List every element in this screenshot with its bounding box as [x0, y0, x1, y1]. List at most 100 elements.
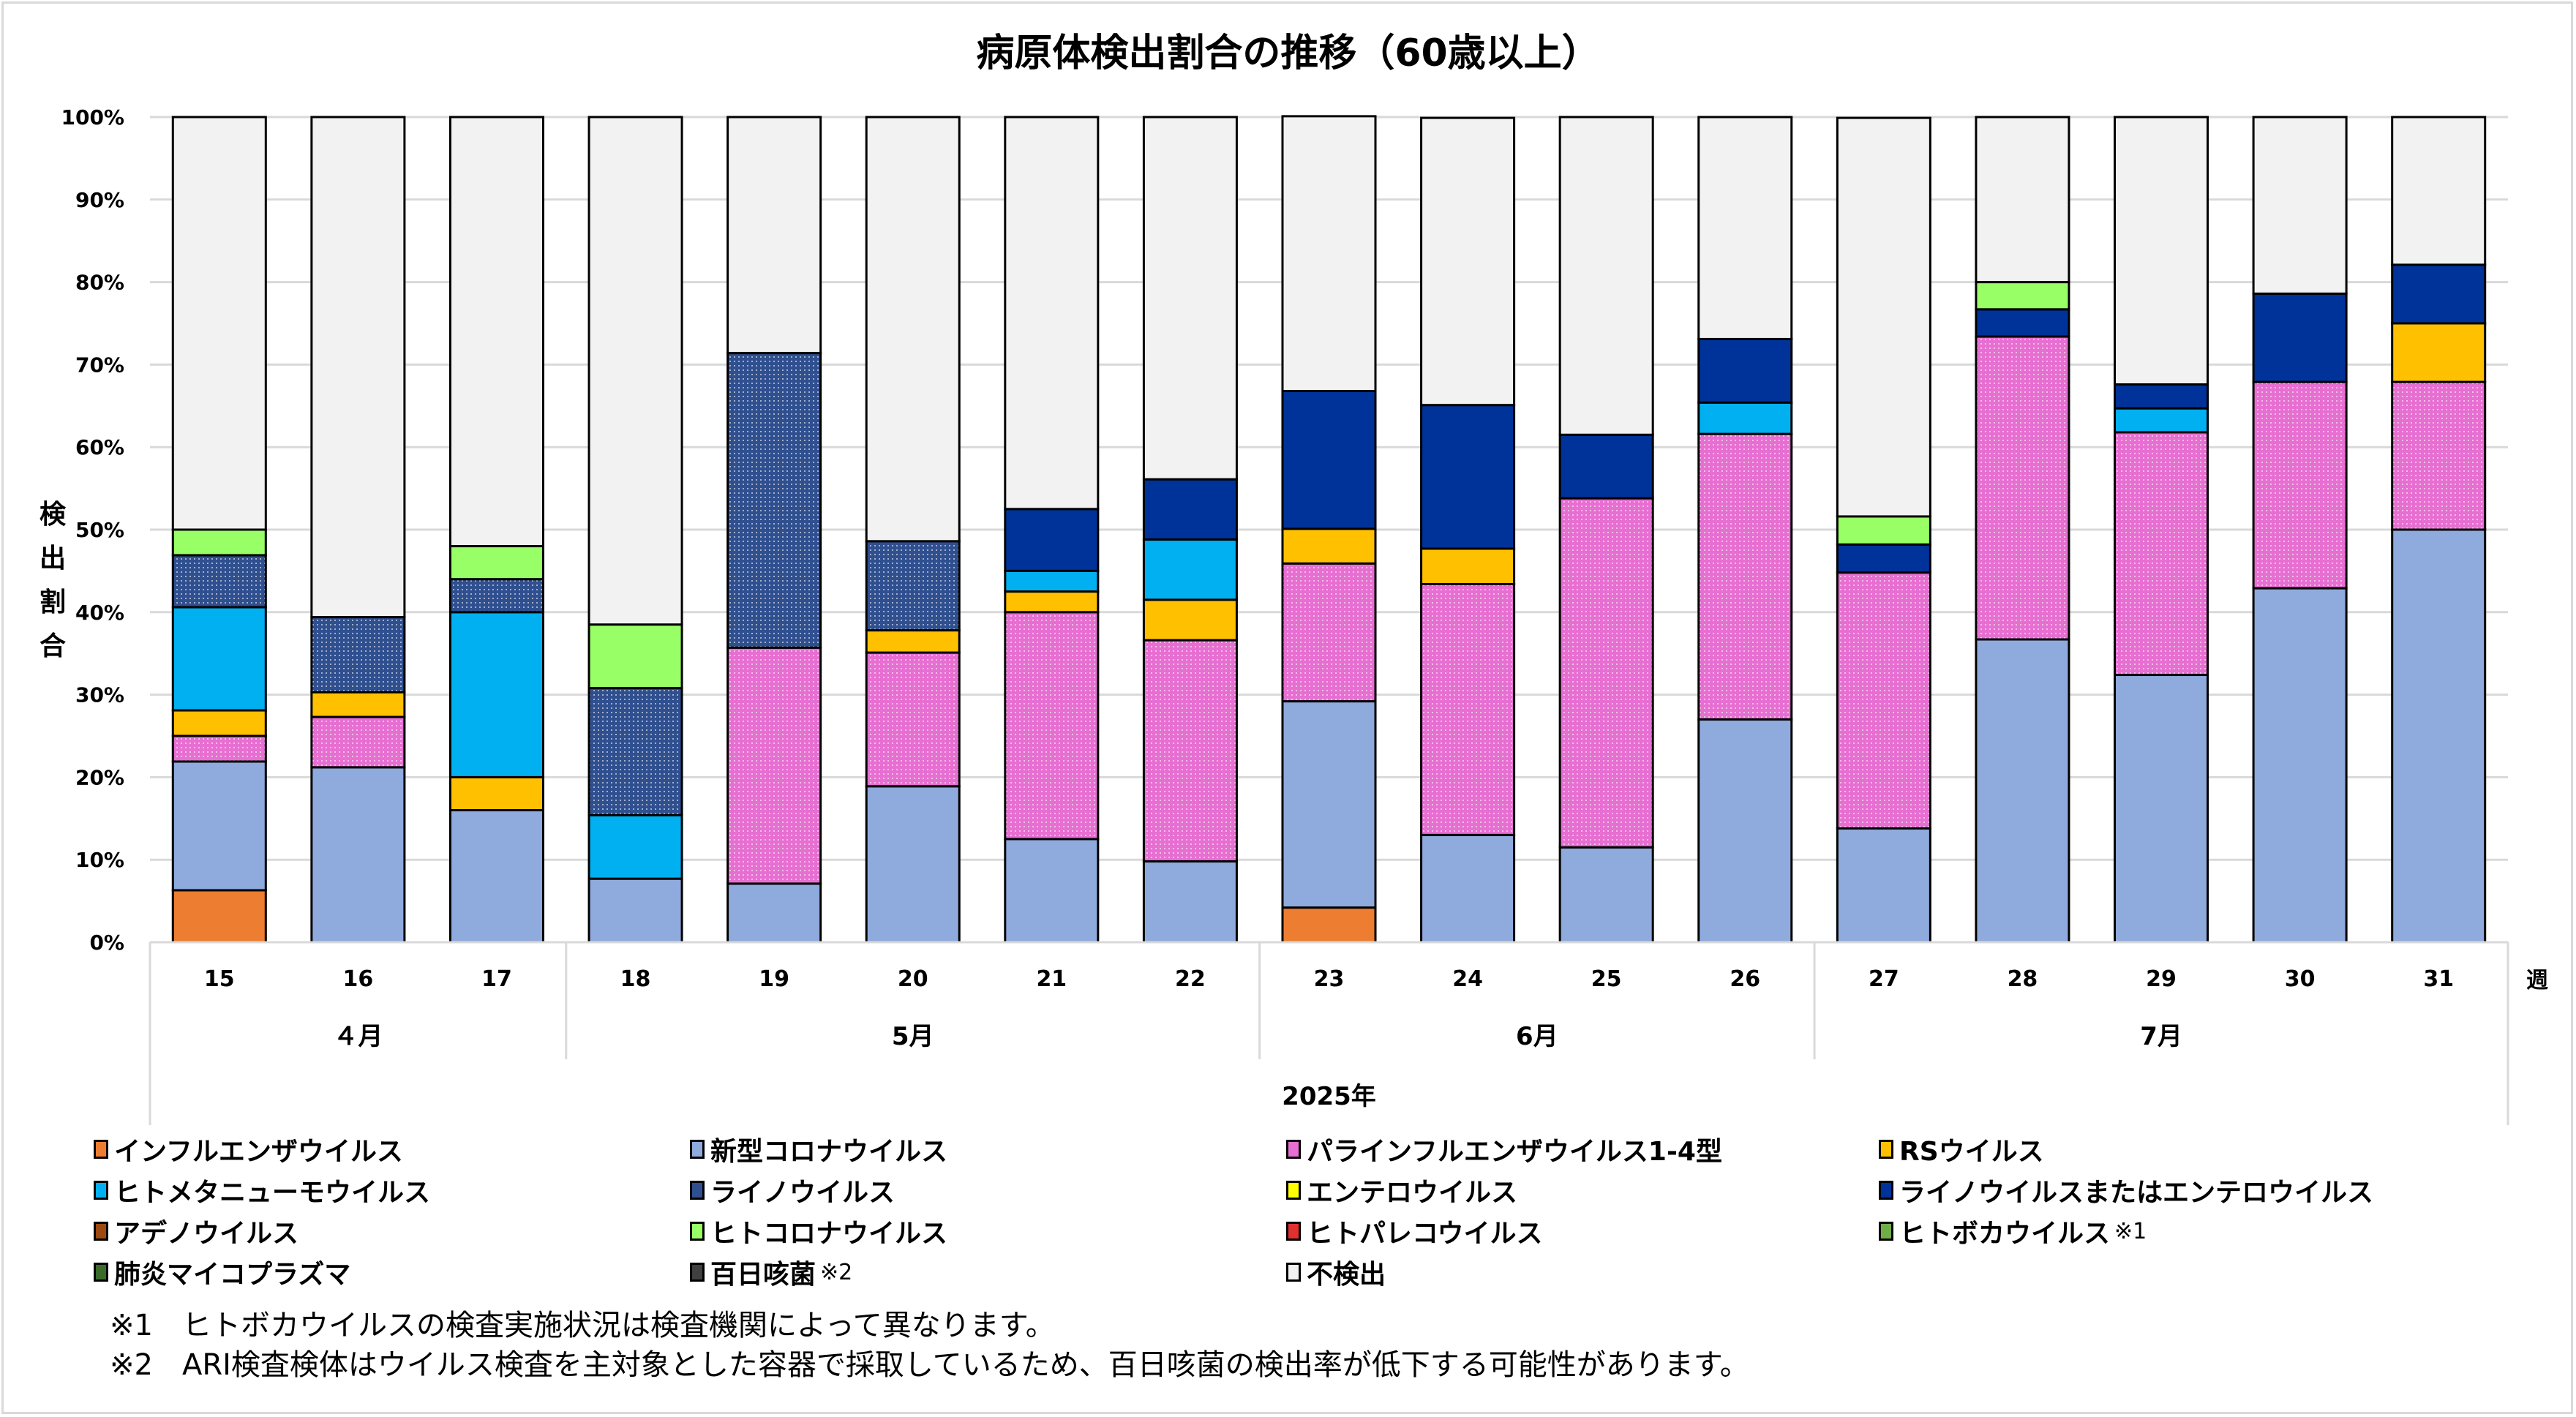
bar-segment	[2114, 383, 2209, 410]
bar-segment	[310, 766, 406, 944]
legend-swatch	[94, 1140, 108, 1159]
legend-swatch	[690, 1263, 705, 1282]
bar-segment	[1836, 543, 1931, 574]
bar-segment	[310, 616, 406, 694]
bar-segment	[2114, 407, 2209, 434]
y-tick-label: 90%	[75, 188, 124, 212]
legend-label: インフルエンザウイルス	[114, 1137, 403, 1167]
bar-segment	[726, 646, 822, 885]
bar-segment	[1697, 116, 1793, 340]
bar-segment	[587, 116, 683, 626]
bar-segment	[1004, 569, 1100, 593]
bar-segment	[1975, 638, 2070, 944]
month-label: 5月	[892, 1022, 934, 1051]
x-tick-label: 19	[759, 966, 789, 992]
x-tick-label: 23	[1314, 966, 1345, 992]
bar-segment	[1004, 508, 1100, 572]
bar-segment	[2252, 292, 2348, 383]
bar-segment	[865, 651, 961, 788]
y-tick-label: 0%	[89, 931, 124, 955]
x-unit-label: 週	[2526, 968, 2548, 993]
bar-segment	[1281, 389, 1377, 530]
bar-segment	[171, 528, 267, 557]
x-tick-label: 30	[2285, 966, 2316, 992]
x-tick-label: 24	[1452, 966, 1483, 992]
y-tick-label: 70%	[75, 353, 124, 377]
legend-item: ライノウイルス	[690, 1171, 895, 1209]
legend-item: インフルエンザウイルス	[94, 1130, 403, 1168]
legend-label: 肺炎マイコプラズマ	[114, 1260, 351, 1290]
bar-segment	[1836, 827, 1931, 944]
bar-segment	[1975, 335, 2070, 641]
bars	[171, 115, 2487, 944]
bar-segment	[1420, 547, 1516, 585]
bar-segment	[587, 687, 683, 816]
x-tick-label: 16	[343, 966, 374, 992]
legend-item: ヒトパレコウイルス	[1286, 1212, 1543, 1250]
bar-segment	[1420, 116, 1516, 407]
legend-note: ※2	[820, 1259, 853, 1285]
bar-segment	[2114, 116, 2209, 386]
bar-segment	[448, 116, 544, 548]
legend-label: アデノウイルス	[114, 1219, 299, 1249]
legend-item: 新型コロナウイルス	[690, 1130, 947, 1168]
bar-segment	[1142, 116, 1238, 481]
legend-item: ライノウイルスまたはエンテロウイルス	[1879, 1171, 2373, 1209]
bar-segment	[2114, 431, 2209, 677]
bar-segment	[1142, 478, 1238, 541]
bar-segment	[2391, 380, 2487, 531]
y-tick-label: 100%	[61, 105, 124, 129]
legend-swatch	[94, 1263, 108, 1282]
y-tick-label: 20%	[75, 765, 124, 789]
legend-item: アデノウイルス	[94, 1212, 298, 1250]
bar-segment	[726, 116, 822, 355]
footnotes: ※1 ヒトボカウイルスの検査実施状況は検査機関によって異なります。 ※2 ARI…	[110, 1306, 1749, 1385]
bar-segment	[1558, 433, 1654, 500]
month-label: 7月	[2140, 1022, 2182, 1051]
bar-segment	[1004, 838, 1100, 944]
bar-segment	[310, 715, 406, 769]
y-tick-label: 80%	[75, 271, 124, 295]
bar-segment	[1836, 571, 1931, 830]
x-tick-label: 22	[1175, 966, 1206, 992]
x-tick-label: 28	[2008, 966, 2038, 992]
y-tick-label: 60%	[75, 435, 124, 459]
bar-segment	[1142, 598, 1238, 642]
legend-label: エンテロウイルス	[1307, 1178, 1518, 1208]
legend-label: パラインフルエンザウイルス1-4型	[1307, 1137, 1722, 1167]
legend-label: ヒトメタニューモウイルス	[114, 1178, 431, 1208]
bar-segment	[2114, 674, 2209, 944]
legend-item: パラインフルエンザウイルス1-4型	[1286, 1130, 1722, 1168]
bar-segment	[1697, 401, 1793, 435]
x-tick-label: 15	[204, 966, 235, 992]
bar-segment	[448, 578, 544, 614]
legend-label: ヒトコロナウイルス	[710, 1219, 948, 1249]
bar-segment	[1836, 116, 1931, 518]
y-axis-label: 出	[40, 544, 66, 574]
bar-segment	[1975, 308, 2070, 338]
legend-item: 肺炎マイコプラズマ	[94, 1253, 350, 1291]
bar-segment	[1142, 639, 1238, 862]
bar-segment	[1697, 432, 1793, 721]
bar-segment	[171, 889, 267, 944]
y-axis-label: 合	[40, 631, 66, 661]
legend-swatch	[1286, 1140, 1301, 1159]
bar-segment	[2391, 116, 2487, 266]
bar-segment	[2391, 528, 2487, 944]
legend-label: ヒトボカウイルス	[1899, 1219, 2111, 1249]
bar-segment	[1975, 281, 2070, 311]
legend-swatch	[94, 1181, 108, 1200]
bar-segment	[1004, 116, 1100, 511]
legend-swatch	[690, 1140, 705, 1159]
bar-segment	[1558, 497, 1654, 849]
x-tick-label: 26	[1730, 966, 1760, 992]
legend-swatch	[1879, 1140, 1893, 1159]
bar-segment	[171, 760, 267, 892]
bar-segment	[1004, 611, 1100, 841]
bar-segment	[1281, 115, 1377, 392]
bar-segment	[1281, 562, 1377, 703]
bar-segment	[1281, 527, 1377, 565]
legend-swatch	[1879, 1222, 1893, 1241]
y-axis-label: 検	[40, 500, 67, 530]
